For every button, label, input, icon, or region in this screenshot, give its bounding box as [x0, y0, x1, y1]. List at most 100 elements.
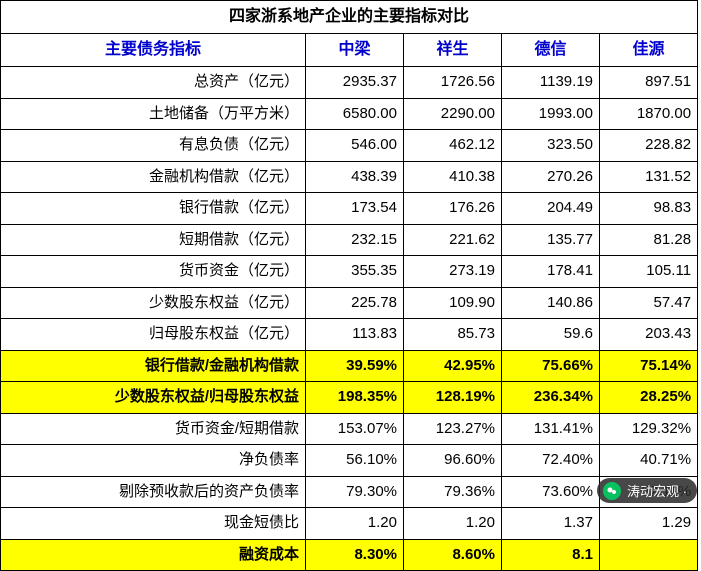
metric-label: 少数股东权益/归母股东权益 — [1, 382, 306, 414]
metric-value: 73.60% — [502, 476, 600, 508]
metric-label: 银行借款（亿元） — [1, 193, 306, 225]
header-metric: 主要债务指标 — [1, 34, 306, 67]
metric-value: 8.60% — [404, 539, 502, 571]
metric-value: 96.60% — [404, 445, 502, 477]
metric-value: 438.39 — [306, 161, 404, 193]
table-row: 现金短债比1.201.201.371.29 — [1, 508, 698, 540]
metric-value: 1139.19 — [502, 67, 600, 99]
metric-value: 198.35% — [306, 382, 404, 414]
metric-value: 2935.37 — [306, 67, 404, 99]
metric-value: 75.14% — [600, 350, 698, 382]
metric-value: 42.95% — [404, 350, 502, 382]
metric-value: 173.54 — [306, 193, 404, 225]
metric-label: 货币资金/短期借款 — [1, 413, 306, 445]
table-row: 少数股东权益（亿元）225.78109.90140.8657.47 — [1, 287, 698, 319]
metric-value: 72.40% — [502, 445, 600, 477]
table-row: 剔除预收款后的资产负债率79.30%79.36%73.60%62.11% — [1, 476, 698, 508]
metric-value: 8.30% — [306, 539, 404, 571]
header-col-1: 祥生 — [404, 34, 502, 67]
metric-label: 银行借款/金融机构借款 — [1, 350, 306, 382]
header-col-2: 德信 — [502, 34, 600, 67]
table-row: 银行借款（亿元）173.54176.26204.4998.83 — [1, 193, 698, 225]
metric-value: 178.41 — [502, 256, 600, 288]
table-body: 总资产（亿元）2935.371726.561139.19897.51土地储备（万… — [1, 67, 698, 571]
table-row: 归母股东权益（亿元）113.8385.7359.6203.43 — [1, 319, 698, 351]
metric-value: 75.66% — [502, 350, 600, 382]
header-col-0: 中梁 — [306, 34, 404, 67]
metric-value: 225.78 — [306, 287, 404, 319]
metric-value: 81.28 — [600, 224, 698, 256]
metric-value: 79.30% — [306, 476, 404, 508]
table-row: 融资成本8.30%8.60%8.1 — [1, 539, 698, 571]
metric-value: 1.20 — [404, 508, 502, 540]
metric-value: 2290.00 — [404, 98, 502, 130]
metric-label: 净负债率 — [1, 445, 306, 477]
metric-value: 203.43 — [600, 319, 698, 351]
comparison-table: 四家浙系地产企业的主要指标对比 主要债务指标 中梁 祥生 德信 佳源 总资产（亿… — [0, 0, 698, 571]
metric-value: 1.37 — [502, 508, 600, 540]
metric-value: 105.11 — [600, 256, 698, 288]
metric-label: 少数股东权益（亿元） — [1, 287, 306, 319]
metric-label: 有息负债（亿元） — [1, 130, 306, 162]
metric-label: 融资成本 — [1, 539, 306, 571]
metric-label: 金融机构借款（亿元） — [1, 161, 306, 193]
header-row: 主要债务指标 中梁 祥生 德信 佳源 — [1, 34, 698, 67]
watermark-bubble: 涛动宏观 · — [597, 478, 697, 503]
metric-value: 79.36% — [404, 476, 502, 508]
metric-value: 228.82 — [600, 130, 698, 162]
table-row: 有息负债（亿元）546.00462.12323.50228.82 — [1, 130, 698, 162]
metric-value: 40.71% — [600, 445, 698, 477]
metric-value: 135.77 — [502, 224, 600, 256]
metric-label: 短期借款（亿元） — [1, 224, 306, 256]
metric-value: 98.83 — [600, 193, 698, 225]
metric-value — [600, 539, 698, 571]
metric-value: 123.27% — [404, 413, 502, 445]
metric-value: 462.12 — [404, 130, 502, 162]
metric-value: 221.62 — [404, 224, 502, 256]
metric-label: 土地储备（万平方米） — [1, 98, 306, 130]
metric-value: 6580.00 — [306, 98, 404, 130]
metric-value: 270.26 — [502, 161, 600, 193]
metric-value: 176.26 — [404, 193, 502, 225]
metric-value: 1726.56 — [404, 67, 502, 99]
metric-label: 现金短债比 — [1, 508, 306, 540]
metric-value: 131.52 — [600, 161, 698, 193]
metric-value: 236.34% — [502, 382, 600, 414]
metric-value: 140.86 — [502, 287, 600, 319]
metric-value: 85.73 — [404, 319, 502, 351]
metric-value: 56.10% — [306, 445, 404, 477]
metric-value: 273.19 — [404, 256, 502, 288]
wechat-icon — [603, 482, 621, 500]
table-row: 金融机构借款（亿元）438.39410.38270.26131.52 — [1, 161, 698, 193]
metric-label: 总资产（亿元） — [1, 67, 306, 99]
metric-value: 1870.00 — [600, 98, 698, 130]
table-row: 土地储备（万平方米）6580.002290.001993.001870.00 — [1, 98, 698, 130]
metric-value: 129.32% — [600, 413, 698, 445]
metric-value: 897.51 — [600, 67, 698, 99]
metric-value: 128.19% — [404, 382, 502, 414]
table-title: 四家浙系地产企业的主要指标对比 — [1, 1, 698, 34]
table-row: 总资产（亿元）2935.371726.561139.19897.51 — [1, 67, 698, 99]
metric-value: 1993.00 — [502, 98, 600, 130]
metric-value: 355.35 — [306, 256, 404, 288]
metric-value: 323.50 — [502, 130, 600, 162]
metric-value: 113.83 — [306, 319, 404, 351]
table-row: 净负债率56.10%96.60%72.40%40.71% — [1, 445, 698, 477]
metric-value: 109.90 — [404, 287, 502, 319]
metric-value: 59.6 — [502, 319, 600, 351]
metric-value: 410.38 — [404, 161, 502, 193]
table-row: 货币资金/短期借款153.07%123.27%131.41%129.32% — [1, 413, 698, 445]
metric-label: 归母股东权益（亿元） — [1, 319, 306, 351]
metric-label: 货币资金（亿元） — [1, 256, 306, 288]
metric-value: 8.1 — [502, 539, 600, 571]
metric-value: 546.00 — [306, 130, 404, 162]
table-row: 少数股东权益/归母股东权益198.35%128.19%236.34%28.25% — [1, 382, 698, 414]
metric-value: 1.20 — [306, 508, 404, 540]
metric-value: 57.47 — [600, 287, 698, 319]
metric-value: 153.07% — [306, 413, 404, 445]
watermark-text: 涛动宏观 · — [627, 481, 687, 500]
metric-value: 131.41% — [502, 413, 600, 445]
metric-value: 1.29 — [600, 508, 698, 540]
metric-value: 39.59% — [306, 350, 404, 382]
metric-value: 28.25% — [600, 382, 698, 414]
